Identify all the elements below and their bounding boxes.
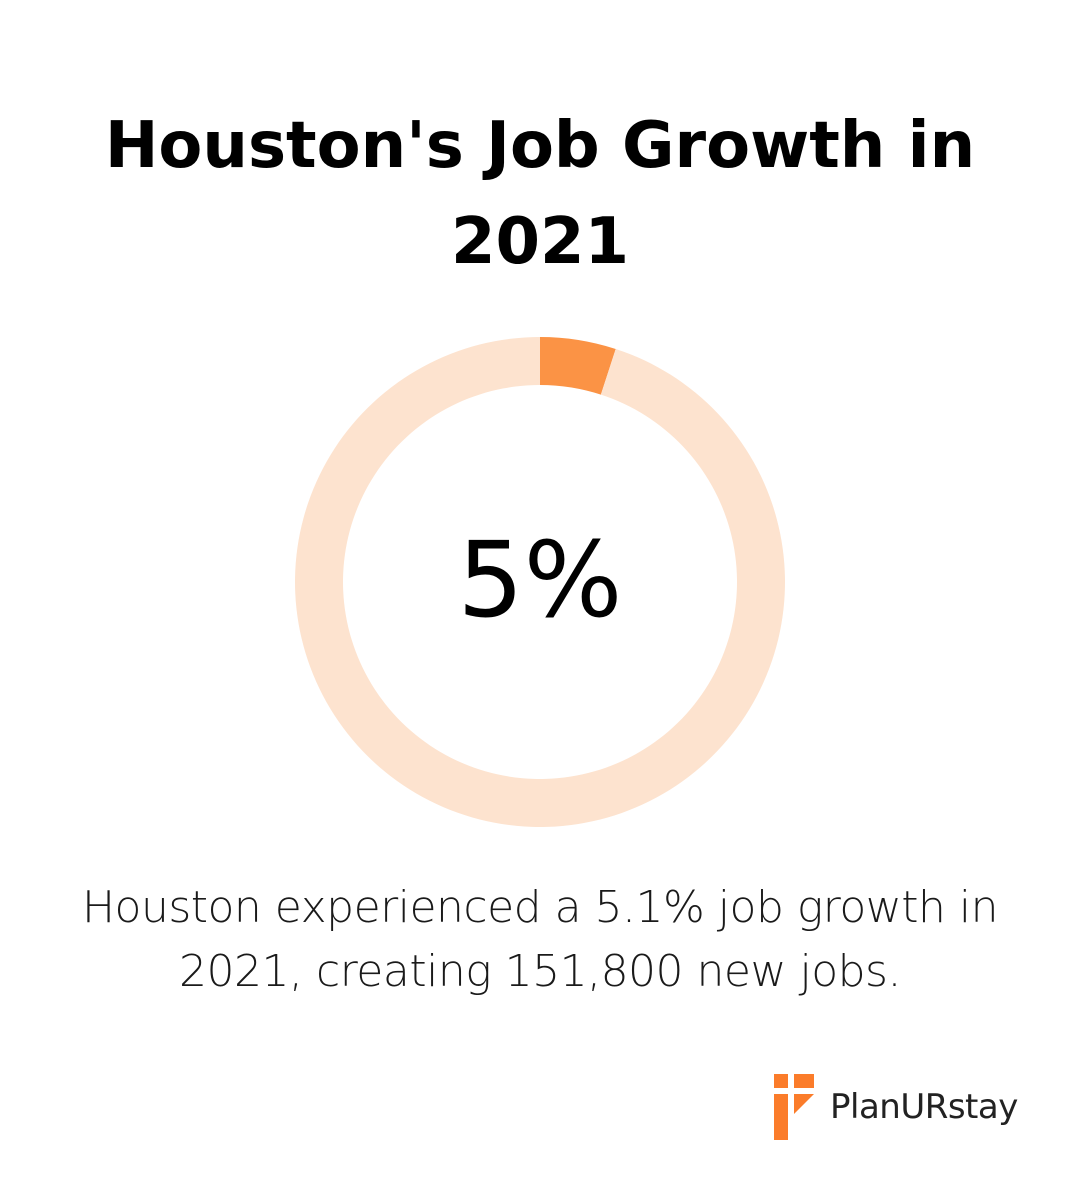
brand-name: PlanURstay [830, 1087, 1018, 1127]
chart-title: Houston's Job Growth in 2021 [104, 109, 976, 279]
planurstay-logo-icon [774, 1074, 814, 1140]
brand-logo: PlanURstay [774, 1074, 1018, 1140]
donut-slice-highlight [540, 337, 616, 395]
center-percentage: 5% [457, 519, 623, 641]
donut-chart: 5% [290, 332, 790, 832]
chart-caption: Houston experienced a 5.1% job growth in… [81, 882, 999, 997]
donut-svg [295, 337, 785, 827]
